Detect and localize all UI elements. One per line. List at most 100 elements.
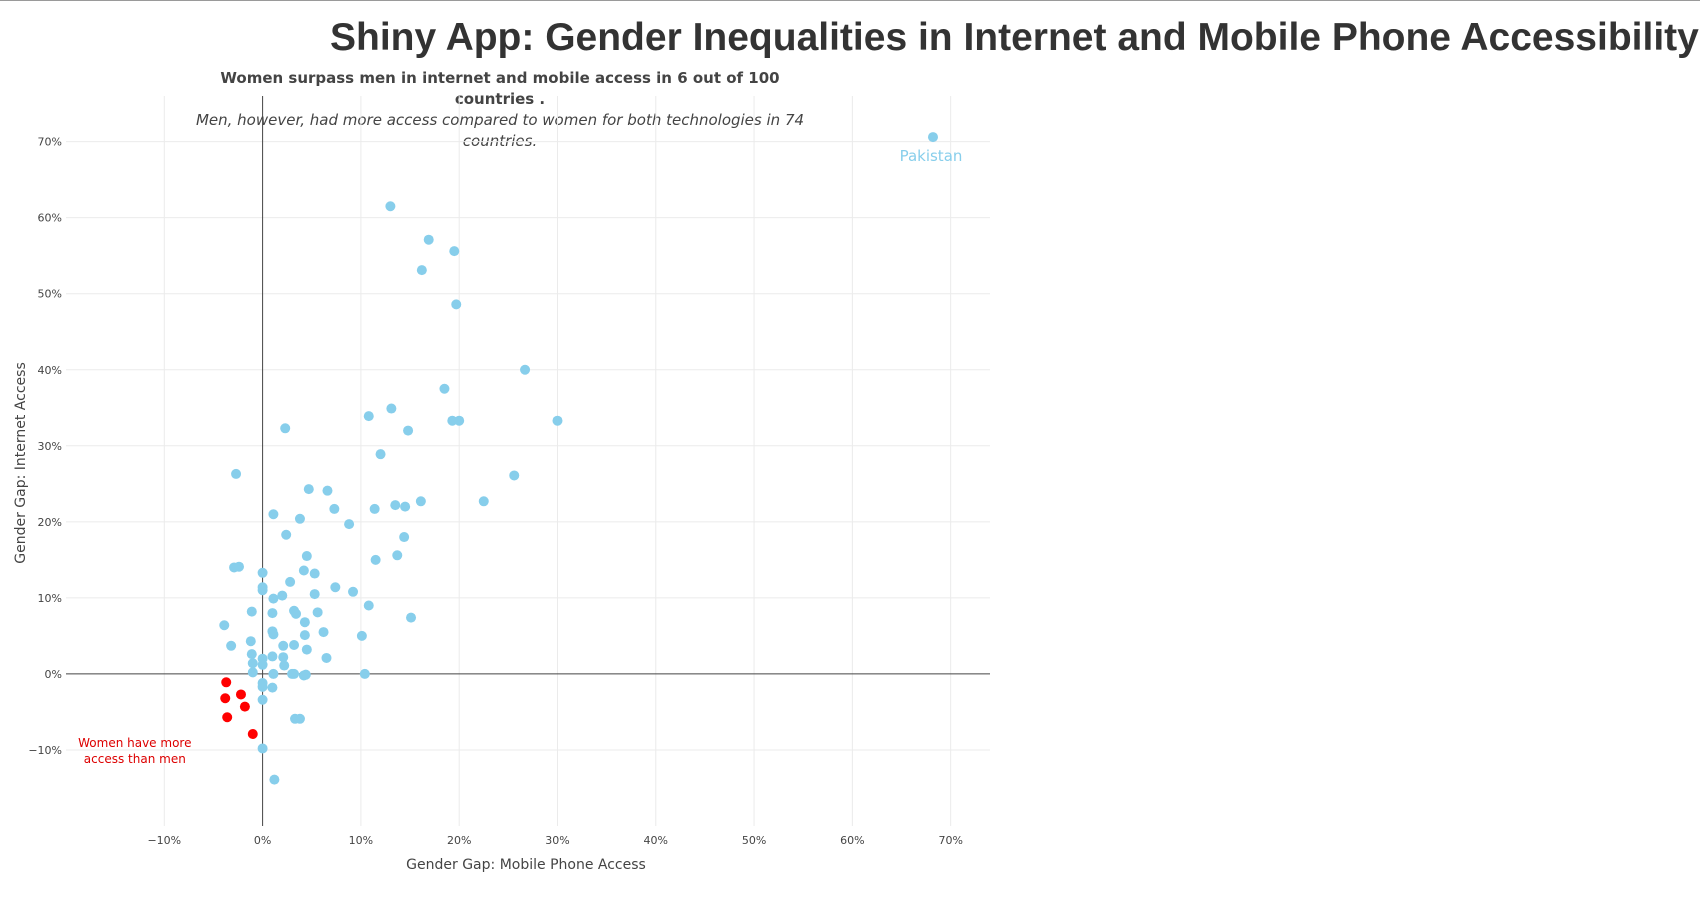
- data-point[interactable]: [231, 468, 242, 479]
- data-point[interactable]: [220, 693, 231, 704]
- data-point[interactable]: [298, 565, 309, 576]
- data-point[interactable]: [247, 667, 258, 678]
- data-point[interactable]: [219, 620, 230, 631]
- y-axis-title: Gender Gap: Internet Access: [13, 362, 29, 564]
- data-point[interactable]: [322, 485, 333, 496]
- data-point[interactable]: [454, 415, 465, 426]
- data-point[interactable]: [267, 651, 278, 662]
- data-point[interactable]: [245, 636, 256, 647]
- data-point[interactable]: [221, 677, 232, 688]
- data-point[interactable]: [285, 576, 296, 587]
- data-point[interactable]: [552, 415, 563, 426]
- y-tick-label: 10%: [38, 592, 62, 605]
- data-point[interactable]: [257, 585, 268, 596]
- data-point[interactable]: [509, 470, 520, 481]
- data-point[interactable]: [289, 668, 300, 679]
- data-point[interactable]: [416, 265, 427, 276]
- data-point[interactable]: [222, 712, 233, 723]
- x-tick-label: 40%: [644, 834, 668, 847]
- data-point[interactable]: [344, 519, 355, 530]
- data-point[interactable]: [312, 607, 323, 618]
- data-point[interactable]: [375, 449, 386, 460]
- data-point[interactable]: [415, 496, 426, 507]
- data-point[interactable]: [359, 668, 370, 679]
- data-point[interactable]: [390, 500, 401, 511]
- data-point[interactable]: [226, 640, 237, 651]
- data-point[interactable]: [439, 383, 450, 394]
- data-point[interactable]: [348, 586, 359, 597]
- data-point[interactable]: [268, 668, 279, 679]
- data-point[interactable]: [299, 617, 310, 628]
- data-point[interactable]: [235, 689, 246, 700]
- chart-subtitle-block: Women surpass men in internet and mobile…: [180, 68, 820, 152]
- data-point[interactable]: [281, 529, 292, 540]
- data-point[interactable]: [321, 652, 332, 663]
- x-tick-label: 60%: [840, 834, 864, 847]
- data-point[interactable]: [386, 403, 397, 414]
- data-point[interactable]: [318, 627, 329, 638]
- data-point[interactable]: [257, 681, 268, 692]
- data-point[interactable]: [277, 590, 288, 601]
- data-point[interactable]: [927, 132, 938, 143]
- data-point[interactable]: [301, 644, 312, 655]
- data-point[interactable]: [267, 682, 278, 693]
- data-point[interactable]: [278, 640, 289, 651]
- data-point[interactable]: [423, 234, 434, 245]
- data-point[interactable]: [257, 694, 268, 705]
- data-point[interactable]: [268, 593, 279, 604]
- data-point[interactable]: [246, 606, 257, 617]
- data-point[interactable]: [303, 484, 314, 495]
- data-point[interactable]: [400, 501, 411, 512]
- data-point[interactable]: [269, 774, 280, 785]
- data-point[interactable]: [385, 201, 396, 212]
- data-point[interactable]: [330, 582, 341, 593]
- data-point[interactable]: [478, 496, 489, 507]
- data-point[interactable]: [309, 589, 320, 600]
- data-point[interactable]: [268, 509, 279, 520]
- data-point[interactable]: [451, 299, 462, 310]
- y-tick-label: −10%: [28, 744, 62, 757]
- data-point[interactable]: [299, 630, 310, 641]
- data-point[interactable]: [449, 246, 460, 257]
- data-point[interactable]: [300, 669, 311, 680]
- data-point[interactable]: [291, 608, 302, 619]
- data-point[interactable]: [406, 612, 417, 623]
- data-point[interactable]: [369, 503, 380, 514]
- data-point[interactable]: [520, 364, 531, 375]
- data-point[interactable]: [247, 658, 258, 669]
- data-point[interactable]: [356, 630, 367, 641]
- data-point[interactable]: [399, 532, 410, 543]
- top-border: [0, 0, 1700, 1]
- data-point[interactable]: [363, 411, 374, 422]
- y-tick-label: 60%: [38, 212, 62, 225]
- data-point[interactable]: [234, 561, 245, 572]
- data-point[interactable]: [257, 567, 268, 578]
- data-point[interactable]: [294, 713, 305, 724]
- chart-title: Women surpass men in internet and mobile…: [220, 69, 780, 108]
- data-point[interactable]: [247, 728, 258, 739]
- data-point[interactable]: [268, 629, 279, 640]
- data-point[interactable]: [392, 550, 403, 561]
- data-point[interactable]: [279, 660, 290, 671]
- x-axis-ticks: −10% 0% 10% 20% 30% 40% 50% 60% 70%: [147, 834, 962, 847]
- data-point[interactable]: [289, 640, 300, 651]
- page-title: Shiny App: Gender Inequalities in Intern…: [330, 16, 1699, 59]
- data-point[interactable]: [239, 701, 250, 712]
- data-point[interactable]: [370, 554, 381, 565]
- data-point[interactable]: [447, 415, 458, 426]
- data-point[interactable]: [329, 503, 340, 514]
- data-point[interactable]: [301, 551, 312, 562]
- data-point[interactable]: [246, 649, 257, 660]
- data-point[interactable]: [403, 425, 414, 436]
- data-point[interactable]: [267, 608, 278, 619]
- data-point[interactable]: [363, 600, 374, 611]
- data-point[interactable]: [257, 659, 268, 670]
- y-tick-label: 30%: [38, 440, 62, 453]
- x-tick-label: 20%: [447, 834, 471, 847]
- data-point[interactable]: [278, 652, 289, 663]
- data-point[interactable]: [257, 743, 268, 754]
- data-point[interactable]: [309, 568, 320, 579]
- data-point[interactable]: [294, 513, 305, 524]
- data-point[interactable]: [280, 423, 291, 434]
